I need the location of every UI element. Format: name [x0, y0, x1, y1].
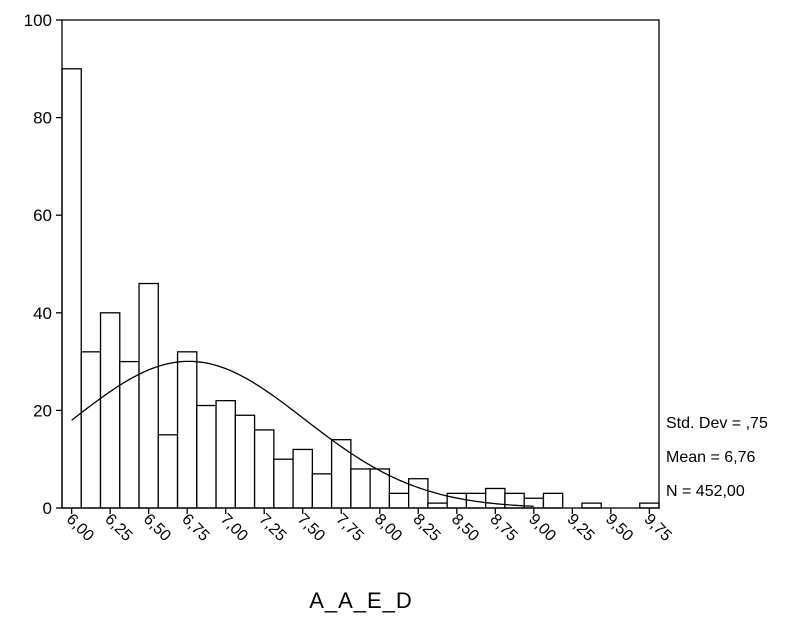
- x-tick-label: 8,00: [371, 511, 405, 545]
- x-tick-label: 9,75: [641, 511, 675, 545]
- x-tick-label: 6,75: [178, 511, 212, 545]
- y-tick-label: 60: [33, 206, 52, 225]
- y-tick-label: 0: [43, 499, 52, 518]
- bars-group: [61, 68, 660, 509]
- histogram-bar: [388, 492, 410, 509]
- histogram-bar: [427, 502, 448, 509]
- x-tick-label: 7,00: [217, 511, 251, 545]
- histogram-bar: [639, 502, 660, 509]
- x-tick-label: 6,50: [140, 511, 174, 545]
- histogram-bar: [61, 68, 82, 509]
- histogram-bar: [350, 468, 371, 509]
- x-tick-label: 9,50: [602, 511, 636, 545]
- x-axis-title: A_A_E_D: [309, 588, 413, 613]
- y-axis: 0 20 40 60 80 100: [24, 11, 62, 518]
- histogram-bar: [446, 492, 468, 509]
- histogram-bar: [138, 282, 159, 509]
- histogram-bar: [157, 434, 179, 509]
- y-tick-label: 80: [33, 109, 52, 128]
- histogram-bar: [99, 312, 121, 509]
- std-dev-label: Std. Dev = ,75: [666, 415, 768, 432]
- plot-frame: [61, 19, 660, 509]
- histogram-bar: [176, 351, 198, 509]
- histogram-bar: [234, 414, 256, 509]
- histogram-bar: [215, 399, 236, 509]
- y-tick-label: 40: [33, 304, 52, 323]
- histogram-bar: [581, 502, 602, 509]
- histogram-bar: [485, 487, 506, 509]
- x-tick-label: 9,25: [564, 511, 598, 545]
- x-tick-label: 8,25: [409, 511, 443, 545]
- y-tick-label: 100: [24, 11, 52, 30]
- x-axis: 6,00 6,25 6,50 6,75 7,00 7,25 7,50 7,75 8,00 8,25…: [63, 508, 675, 545]
- histogram-bar: [330, 439, 352, 509]
- x-tick-label: 9,00: [525, 511, 559, 545]
- x-tick-label: 8,50: [448, 511, 482, 545]
- mean-label: Mean = 6,76: [666, 449, 756, 466]
- x-tick-label: 6,25: [101, 511, 135, 545]
- y-tick-label: 20: [33, 401, 52, 420]
- histogram-bar: [292, 448, 314, 509]
- normal-curve: [71, 360, 534, 507]
- x-tick-label: 7,25: [255, 511, 289, 545]
- x-tick-label: 7,75: [332, 511, 366, 545]
- x-tick-label: 7,50: [294, 511, 328, 545]
- x-tick-label: 6,00: [63, 511, 97, 545]
- histogram-bar: [253, 429, 275, 509]
- histogram-bar: [407, 478, 429, 509]
- n-label: N = 452,00: [666, 483, 745, 500]
- histogram-bar: [196, 404, 217, 509]
- histogram-bar: [542, 492, 564, 509]
- x-tick-label: 8,75: [486, 511, 520, 545]
- histogram-bar: [311, 473, 333, 509]
- histogram-bar: [80, 351, 102, 509]
- histogram-bar: [273, 458, 294, 509]
